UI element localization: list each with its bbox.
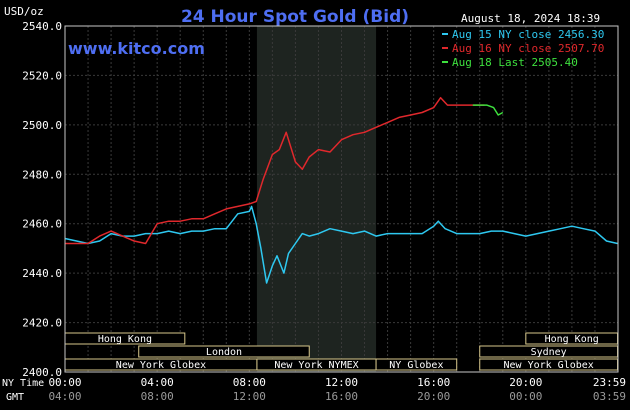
y-tick-label: 2440.0 bbox=[22, 267, 62, 280]
session-bar-label: NY Globex bbox=[389, 360, 443, 371]
x-tick-label-ny: 16:00 bbox=[417, 376, 450, 389]
x-axis-row1-label: NY Time bbox=[2, 378, 44, 389]
x-tick-label-gmt: 04:00 bbox=[48, 390, 81, 403]
series-line-2 bbox=[472, 104, 504, 116]
x-tick-label-ny: 04:00 bbox=[141, 376, 174, 389]
x-tick-label-gmt: 08:00 bbox=[141, 390, 174, 403]
x-axis-row2-label: GMT bbox=[6, 392, 24, 403]
chart-timestamp: August 18, 2024 18:39 bbox=[461, 12, 600, 25]
x-tick-label-ny: 20:00 bbox=[509, 376, 542, 389]
session-bar-label: Hong Kong bbox=[545, 334, 599, 345]
nymex-shaded-region bbox=[256, 26, 377, 372]
chart-title: 24 Hour Spot Gold (Bid) bbox=[181, 7, 409, 27]
series-line-1 bbox=[65, 96, 485, 245]
y-tick-label: 2500.0 bbox=[22, 119, 62, 132]
x-tick-label-ny: 00:00 bbox=[48, 376, 81, 389]
series-layer bbox=[64, 96, 618, 284]
x-tick-label-gmt: 16:00 bbox=[325, 390, 358, 403]
legend-entry: Aug 15 NY close 2456.30 bbox=[452, 28, 604, 41]
x-tick-label-gmt: 12:00 bbox=[233, 390, 266, 403]
session-bar bbox=[138, 345, 310, 358]
session-bar bbox=[375, 358, 458, 371]
y-tick-label: 2520.0 bbox=[22, 69, 62, 82]
session-bar-label: Hong Kong bbox=[98, 334, 152, 345]
legend-entry: Aug 16 NY close 2507.70 bbox=[452, 42, 604, 55]
y-tick-label: 2480.0 bbox=[22, 168, 62, 181]
x-tick-label-gmt: 00:00 bbox=[509, 390, 542, 403]
session-bar-label: New York Globex bbox=[503, 360, 593, 371]
session-bar-label: London bbox=[206, 347, 242, 358]
x-tick-label-ny: 23:59 bbox=[593, 376, 626, 389]
x-tick-label-ny: 12:00 bbox=[325, 376, 358, 389]
shaded-region-layer bbox=[256, 26, 377, 372]
kitco-website[interactable]: www.kitco.com bbox=[68, 39, 205, 58]
x-tick-label-gmt: 03:59 bbox=[593, 390, 626, 403]
x-tick-label-gmt: 20:00 bbox=[417, 390, 450, 403]
y-tick-label: 2540.0 bbox=[22, 20, 62, 33]
legend-entry: Aug 18 Last 2505.40 bbox=[452, 56, 578, 69]
x-tick-label-ny: 08:00 bbox=[233, 376, 266, 389]
session-bar-label: New York NYMEX bbox=[274, 360, 358, 371]
session-bar-label: New York Globex bbox=[116, 360, 206, 371]
y-tick-label: 2420.0 bbox=[22, 317, 62, 330]
session-bar-label: Sydney bbox=[531, 347, 567, 358]
series-line-0 bbox=[64, 205, 618, 284]
y-tick-label: 2460.0 bbox=[22, 218, 62, 231]
plot-frame bbox=[64, 25, 619, 373]
y-tick-label: 2400.0 bbox=[22, 366, 62, 379]
y-axis-label: USD/oz bbox=[4, 5, 44, 18]
axis-labels-layer: 2540.0 2520.0 2500.0 2480.0 2460.0 2440.0 2420… bbox=[22, 20, 626, 403]
